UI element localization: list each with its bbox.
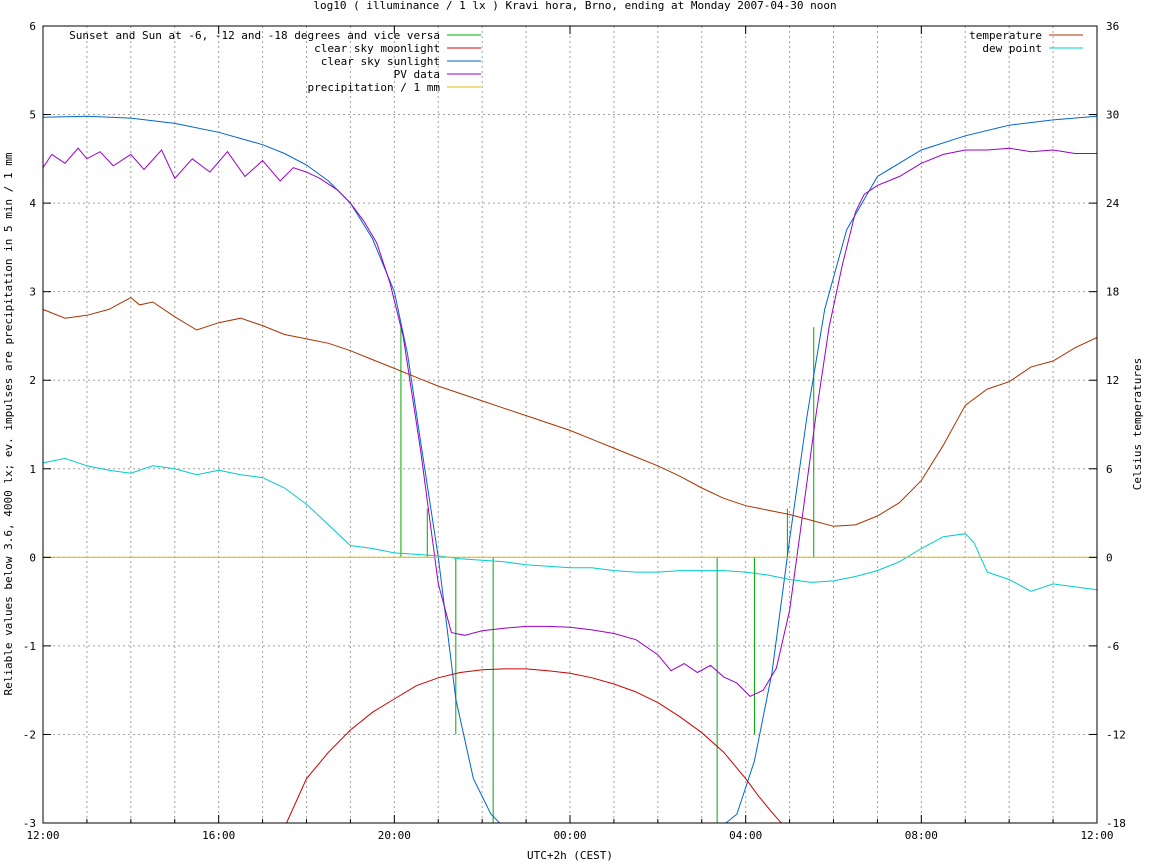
x-tick-label: 04:00: [729, 829, 762, 842]
legend-entry-label: temperature: [969, 29, 1042, 42]
legend-entry-label: clear sky moonlight: [314, 42, 440, 55]
x-tick-label: 12:00: [1080, 829, 1113, 842]
y-tick-label: -1: [23, 640, 36, 653]
sun-altitude-impulses: [400, 327, 815, 823]
y2-tick-label: 36: [1106, 20, 1119, 33]
y-axis-label: Reliable values below 3.6, 4000 lx; ev. …: [2, 152, 15, 695]
y2-tick-label: 24: [1106, 197, 1120, 210]
series-lines: [43, 115, 1097, 823]
y-tick-label: 6: [29, 20, 36, 33]
legend-entry-label: PV data: [394, 68, 440, 81]
y-tick-label: 1: [29, 463, 36, 476]
chart-title: log10 ( illuminance / 1 lx ) Kravi hora,…: [313, 0, 836, 12]
x-axis-label: UTC+2h (CEST): [527, 849, 613, 862]
series-temperature: [43, 296, 1097, 527]
y2-tick-label: -12: [1106, 728, 1126, 741]
y-tick-label: 4: [29, 197, 36, 210]
y2-tick-label: 0: [1106, 551, 1113, 564]
legend-entry-label: dew point: [982, 42, 1042, 55]
y-tick-label: 5: [29, 109, 36, 122]
y-tick-label: 3: [29, 286, 36, 299]
series-moonlight: [285, 668, 782, 823]
y2-tick-label: 6: [1106, 463, 1113, 476]
y2-tick-label: 12: [1106, 374, 1119, 387]
y-tick-label: -2: [23, 728, 36, 741]
y-tick-label: -3: [23, 817, 36, 830]
y2-tick-label: -18: [1106, 817, 1126, 830]
x-tick-label: 08:00: [905, 829, 938, 842]
x-tick-label: 16:00: [202, 829, 235, 842]
y-tick-label: 2: [29, 374, 36, 387]
series-pv: [43, 147, 1097, 698]
series-sunlight: [43, 115, 1097, 823]
grid: [43, 26, 1097, 823]
y2-tick-label: 18: [1106, 286, 1119, 299]
x-tick-label: 00:00: [553, 829, 586, 842]
legend-entry-label: precipitation / 1 mm: [308, 81, 441, 94]
x-tick-label: 20:00: [378, 829, 411, 842]
y2-tick-label: -6: [1106, 640, 1119, 653]
y2-axis-label: Celsius temperatures: [1131, 358, 1144, 490]
x-tick-label: 12:00: [26, 829, 59, 842]
legend-entry-label: clear sky sunlight: [321, 55, 440, 68]
plot-frame: [42, 25, 1098, 824]
legend-entry-label: Sunset and Sun at -6, -12 and -18 degree…: [69, 29, 440, 42]
y-tick-label: 0: [29, 551, 36, 564]
y2-tick-label: 30: [1106, 109, 1119, 122]
series-dewpoint: [43, 457, 1097, 592]
legend-left: Sunset and Sun at -6, -12 and -18 degree…: [69, 29, 481, 94]
